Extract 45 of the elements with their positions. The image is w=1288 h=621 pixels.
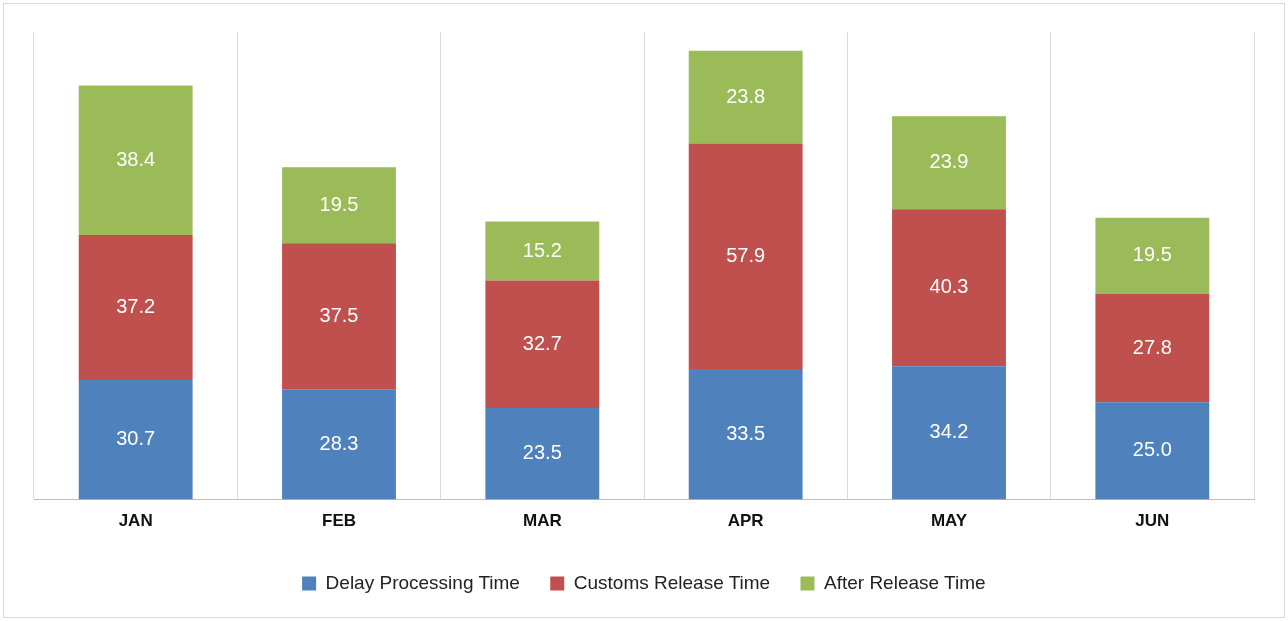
data-label: 23.5	[522, 441, 562, 464]
data-label: 34.2	[929, 420, 969, 443]
bar	[892, 116, 1006, 210]
x-tick-label: JAN	[118, 511, 153, 531]
data-label: 25.0	[1132, 438, 1172, 461]
bar	[78, 235, 193, 380]
data-label: 57.9	[726, 243, 766, 266]
x-tick-label: FEB	[322, 511, 356, 531]
legend-label: Customs Release Time	[573, 571, 771, 593]
legend-label: After Release Time	[823, 571, 986, 593]
bar	[485, 408, 600, 500]
data-label: 19.5	[319, 192, 359, 215]
data-label: 27.8	[1132, 335, 1172, 358]
data-label: 32.7	[522, 331, 562, 354]
bar	[282, 167, 396, 244]
legend-label: Delay Processing Time	[325, 571, 520, 593]
data-label: 33.5	[726, 421, 766, 444]
bar	[1095, 402, 1210, 500]
x-tick-label: MAY	[930, 511, 968, 531]
data-label: 23.9	[929, 150, 969, 173]
bar	[78, 379, 193, 500]
bar	[892, 209, 1006, 367]
x-tick-label: MAR	[522, 511, 562, 531]
bar	[1095, 293, 1210, 403]
bar	[688, 369, 803, 500]
bar	[78, 85, 193, 236]
bar	[892, 366, 1006, 500]
data-label: 19.5	[1132, 243, 1172, 266]
x-tick-label: JUN	[1135, 511, 1170, 531]
data-label: 23.8	[726, 84, 766, 107]
data-label: 28.3	[319, 431, 359, 454]
data-label: 15.2	[522, 238, 562, 261]
data-label: 37.5	[319, 303, 359, 326]
bar	[485, 221, 600, 281]
data-label: 30.7	[116, 427, 156, 450]
bar	[282, 243, 396, 390]
bar	[688, 143, 803, 370]
data-label: 40.3	[929, 275, 969, 298]
data-label: 37.2	[116, 295, 156, 318]
bar	[1095, 217, 1210, 294]
bar	[485, 280, 600, 409]
data-label: 38.4	[116, 147, 156, 170]
x-tick-label: APR	[727, 511, 764, 531]
bar	[688, 50, 803, 144]
bar	[282, 389, 396, 500]
